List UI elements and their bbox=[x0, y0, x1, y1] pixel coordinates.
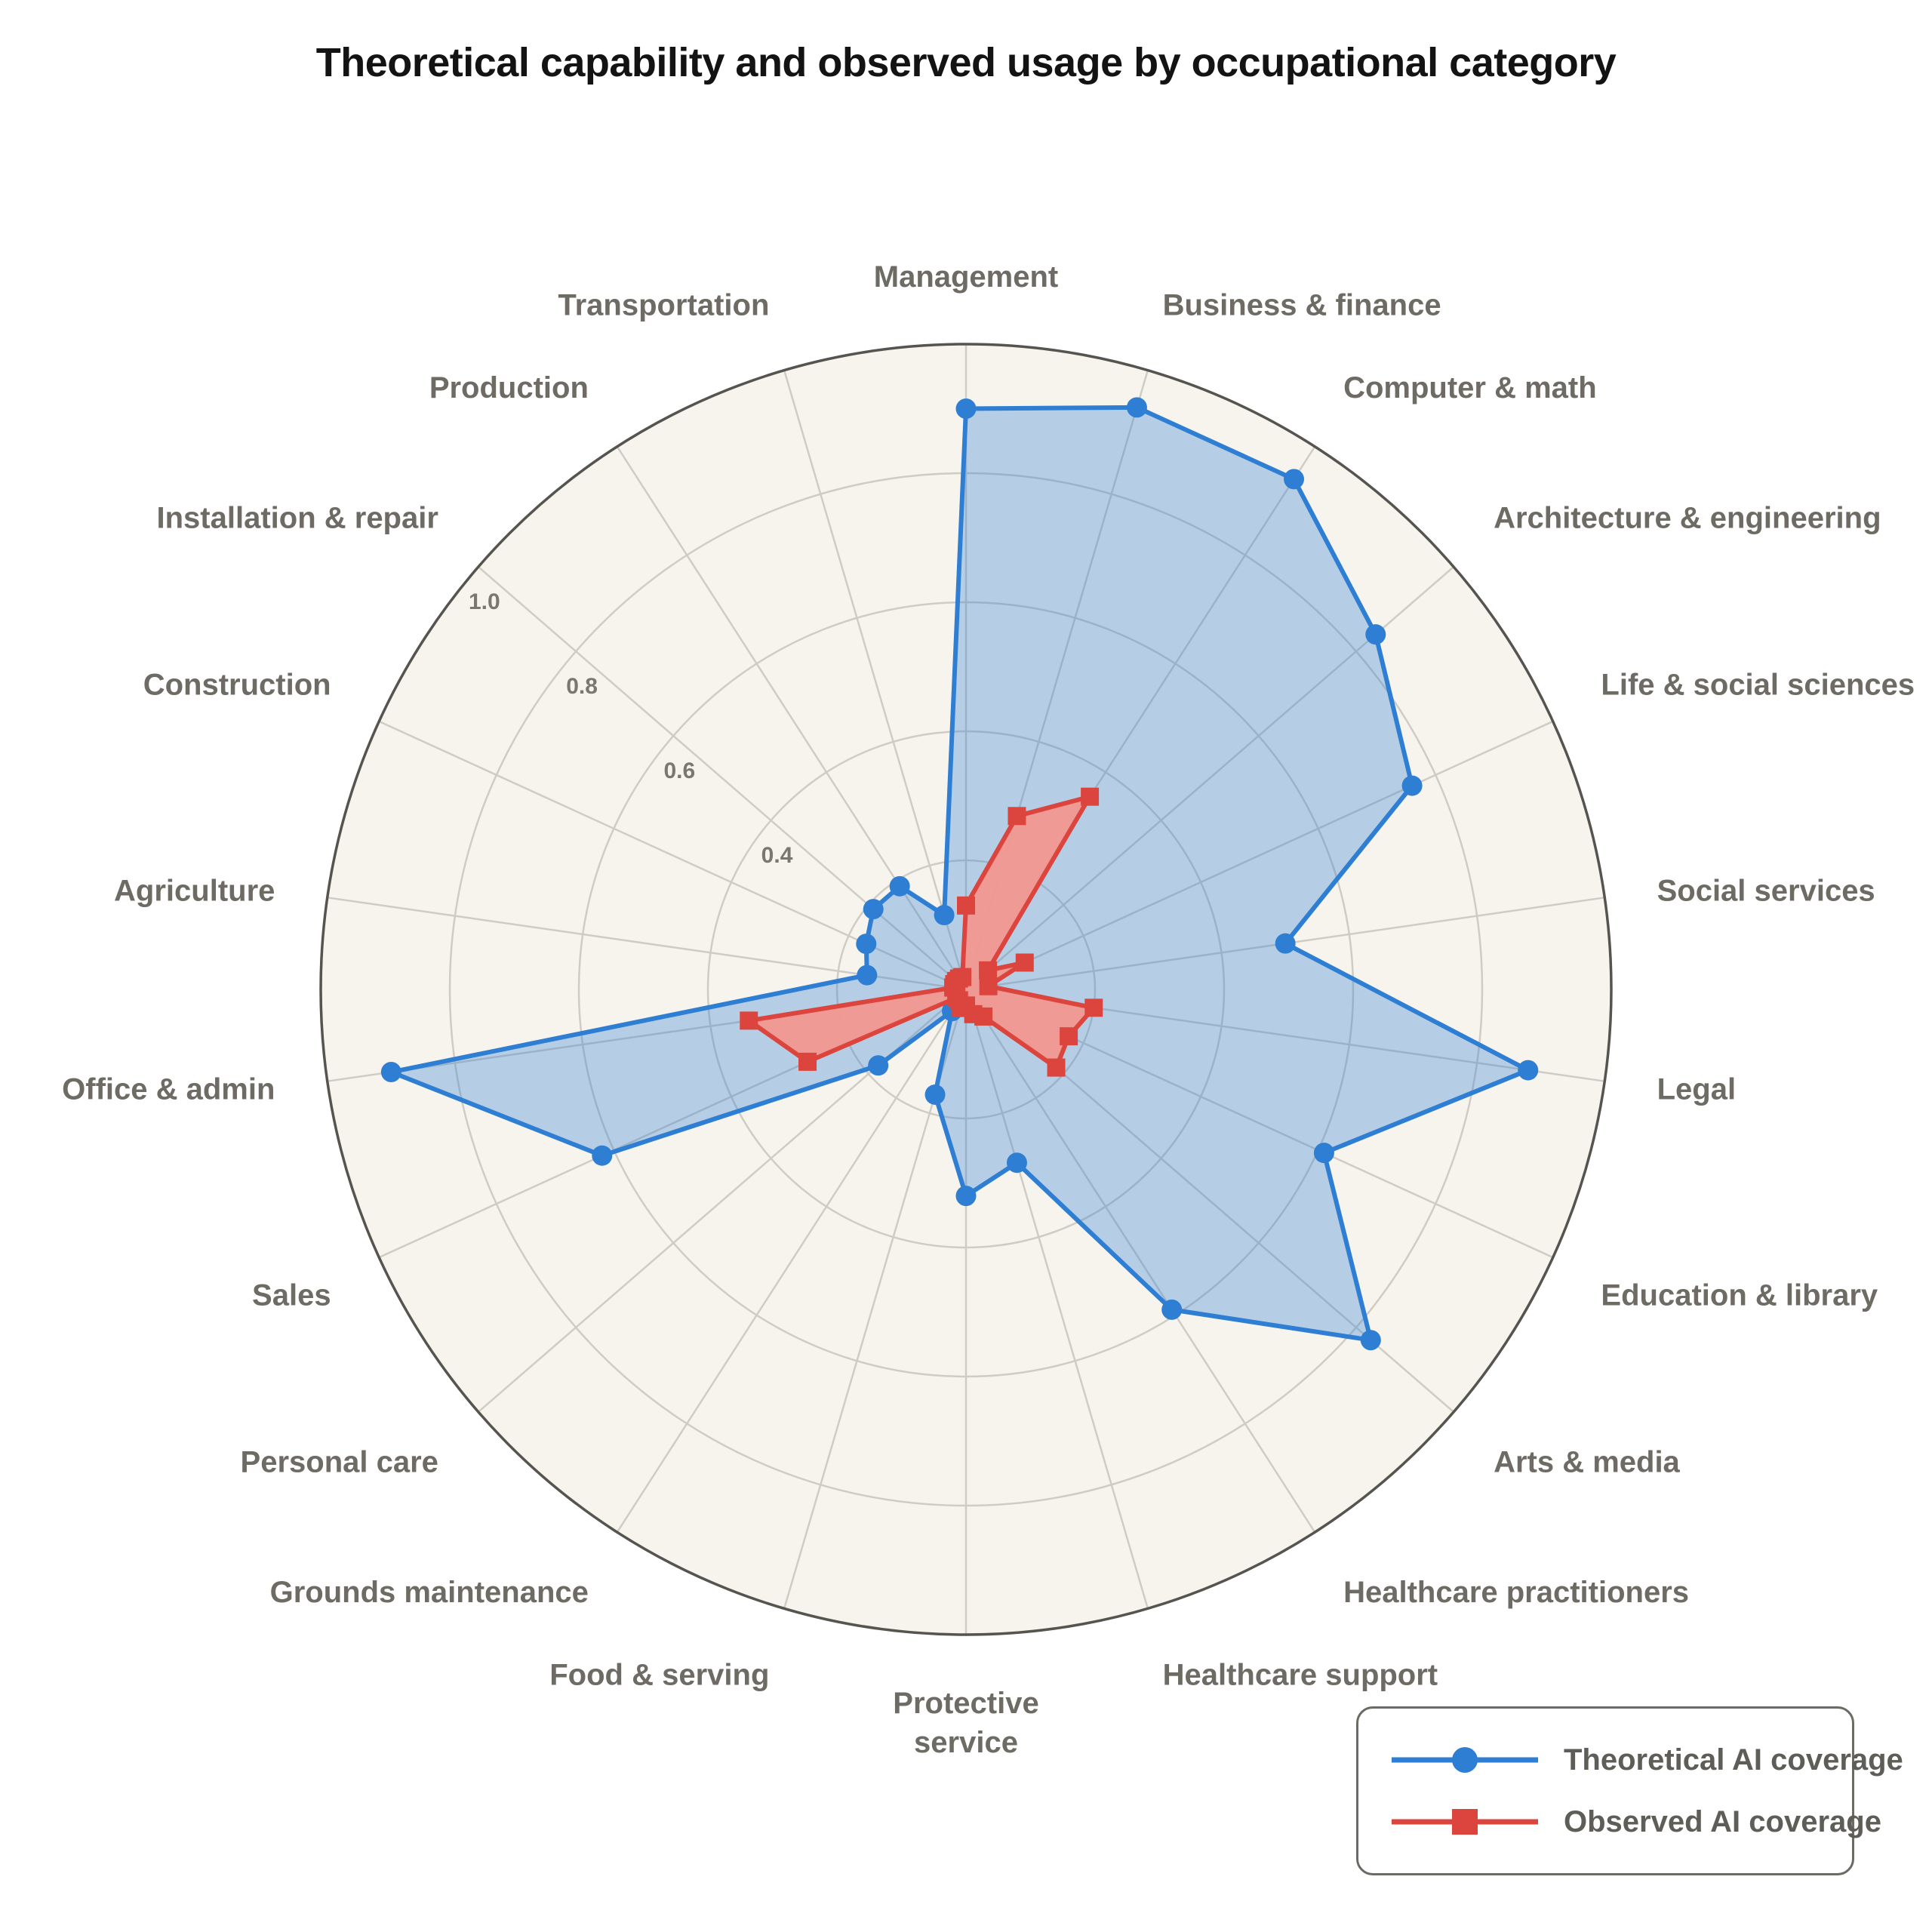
category-label-education-library: Education & library bbox=[1601, 1278, 1878, 1312]
axis-spoke bbox=[783, 370, 968, 990]
theoretical-point-architecture-engineering bbox=[1365, 624, 1386, 645]
observed-point-business-finance bbox=[1008, 807, 1026, 826]
observed-point-office-admin bbox=[740, 1011, 758, 1030]
theoretical-point-business-finance bbox=[1126, 397, 1147, 418]
observed-point-education-library bbox=[1060, 1027, 1078, 1046]
radial-tick-label: 1.0 bbox=[469, 589, 500, 614]
observed-point-architecture-engineering bbox=[979, 961, 998, 980]
theoretical-point-protective-service bbox=[955, 1186, 977, 1207]
theoretical-point-healthcare-practitioners bbox=[1161, 1299, 1183, 1320]
theoretical-point-legal bbox=[1518, 1060, 1539, 1081]
observed-point-transportation bbox=[953, 968, 972, 986]
theoretical-point-sales bbox=[592, 1145, 613, 1166]
theoretical-point-construction bbox=[856, 934, 877, 955]
axis-spoke bbox=[616, 989, 968, 1533]
theoretical-point-installation-repair bbox=[863, 899, 884, 920]
observed-point-sales bbox=[798, 1052, 817, 1071]
observed-point-life-social-sciences bbox=[1015, 953, 1034, 972]
theoretical-point-arts-media bbox=[1360, 1330, 1381, 1351]
radial-tick-label: 0.8 bbox=[566, 674, 598, 699]
category-label-office-admin: Office & admin bbox=[62, 1073, 275, 1106]
legend-dot bbox=[1452, 1747, 1478, 1773]
theoretical-point-personal-care bbox=[868, 1055, 889, 1076]
theoretical-point-education-library bbox=[1313, 1143, 1334, 1164]
category-label-healthcare-practitioners: Healthcare practitioners bbox=[1343, 1576, 1689, 1609]
category-label-sales: Sales bbox=[252, 1278, 331, 1312]
theoretical-point-life-social-sciences bbox=[1401, 775, 1423, 796]
theoretical-point-production bbox=[889, 875, 910, 897]
observed-point-computer-math bbox=[1081, 787, 1100, 806]
category-label-installation-repair: Installation & repair bbox=[157, 501, 438, 534]
legend-label-theoretical: Theoretical AI coverage bbox=[1564, 1743, 1903, 1777]
theoretical-point-management bbox=[955, 398, 977, 419]
theoretical-point-food-serving bbox=[924, 1084, 946, 1105]
category-label-architecture-engineering: Architecture & engineering bbox=[1494, 501, 1881, 534]
observed-point-social-services bbox=[979, 977, 998, 995]
axis-spoke bbox=[965, 720, 1554, 991]
legend-item-theoretical: Theoretical AI coverage bbox=[1386, 1737, 1903, 1783]
category-label-production: Production bbox=[429, 371, 589, 405]
theoretical-point-social-services bbox=[1275, 933, 1296, 954]
category-label-computer-math: Computer & math bbox=[1343, 371, 1597, 405]
category-label-food-serving: Food & serving bbox=[549, 1659, 769, 1692]
axis-spoke bbox=[964, 989, 1316, 1533]
category-label-personal-care: Personal care bbox=[241, 1446, 438, 1479]
square-marker-icon bbox=[1392, 1809, 1538, 1835]
outer-ring bbox=[319, 343, 1613, 1636]
category-label-business-finance: Business & finance bbox=[1163, 288, 1441, 321]
theoretical-point-agriculture bbox=[857, 964, 878, 986]
axis-spoke bbox=[964, 989, 1149, 1609]
legend-square bbox=[1452, 1809, 1478, 1835]
theoretical-point-healthcare-support bbox=[1006, 1152, 1027, 1174]
axis-spoke bbox=[478, 566, 967, 990]
theoretical-point-computer-math bbox=[1284, 469, 1305, 490]
observed-point-management bbox=[957, 896, 975, 915]
category-label-healthcare-support: Healthcare support bbox=[1163, 1659, 1438, 1692]
radial-tick-label: 0.6 bbox=[663, 758, 695, 783]
category-label-life-social-sciences: Life & social sciences bbox=[1601, 669, 1915, 702]
category-label-management: Management bbox=[874, 260, 1059, 294]
category-label-protective-service: Protective service bbox=[893, 1687, 1038, 1759]
category-label-social-services: Social services bbox=[1657, 874, 1875, 907]
observed-point-legal bbox=[1084, 998, 1103, 1017]
category-label-agriculture: Agriculture bbox=[114, 874, 275, 907]
observed-ai-coverage-fill bbox=[749, 796, 1094, 1068]
theoretical-point-transportation bbox=[934, 905, 955, 926]
chart-title: Theoretical capability and observed usag… bbox=[315, 40, 1617, 85]
category-label-construction: Construction bbox=[143, 669, 331, 702]
theoretical-ai-coverage-fill bbox=[391, 407, 1528, 1340]
legend-label-observed: Observed AI coverage bbox=[1564, 1804, 1881, 1838]
circle-marker-icon bbox=[1392, 1747, 1538, 1773]
category-label-transportation: Transportation bbox=[558, 288, 769, 321]
legend: Theoretical AI coverage Observed AI cove… bbox=[1356, 1706, 1903, 1875]
observed-point-arts-media bbox=[1047, 1058, 1066, 1077]
theoretical-point-office-admin bbox=[380, 1062, 401, 1083]
category-label-arts-media: Arts & media bbox=[1494, 1446, 1680, 1479]
category-label-grounds-maintenance: Grounds maintenance bbox=[270, 1576, 589, 1609]
axis-spoke bbox=[616, 446, 968, 990]
category-label-legal: Legal bbox=[1657, 1073, 1736, 1106]
legend-item-observed: Observed AI coverage bbox=[1386, 1799, 1881, 1844]
radial-tick-label: 0.4 bbox=[761, 843, 793, 868]
